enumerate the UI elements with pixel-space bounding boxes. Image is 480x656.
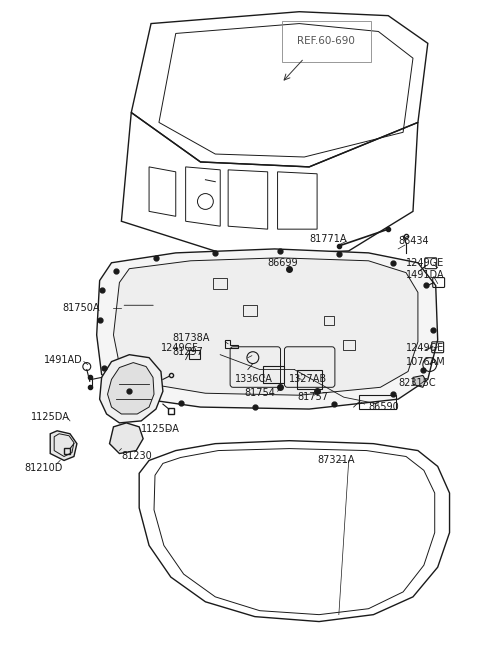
- Text: 81210D: 81210D: [24, 463, 63, 474]
- Text: 1125DA: 1125DA: [30, 412, 69, 422]
- Text: 81750A: 81750A: [62, 303, 99, 313]
- Bar: [343, 340, 355, 350]
- Polygon shape: [108, 363, 154, 414]
- Text: 1491AD: 1491AD: [44, 355, 83, 365]
- Text: 82315C: 82315C: [398, 379, 436, 388]
- Text: 81771A: 81771A: [309, 234, 347, 244]
- Text: 1491DA: 1491DA: [406, 270, 444, 279]
- Text: 86434: 86434: [398, 236, 429, 246]
- Bar: [213, 277, 227, 289]
- Bar: [189, 350, 201, 359]
- Text: 81297: 81297: [173, 347, 204, 357]
- Polygon shape: [100, 355, 163, 423]
- Text: 1125DA: 1125DA: [141, 424, 180, 434]
- Text: 86699: 86699: [268, 258, 298, 268]
- Bar: [324, 316, 334, 325]
- Polygon shape: [50, 431, 77, 461]
- Text: 87321A: 87321A: [317, 455, 355, 466]
- Text: 1249GF: 1249GF: [161, 343, 199, 353]
- Text: 81230: 81230: [121, 451, 152, 461]
- Text: 1249GE: 1249GE: [406, 258, 444, 268]
- Polygon shape: [109, 423, 143, 453]
- Text: 81757: 81757: [297, 392, 328, 402]
- Text: 1076AM: 1076AM: [406, 357, 446, 367]
- Polygon shape: [96, 249, 438, 409]
- Text: 81738A: 81738A: [173, 333, 210, 343]
- Text: 1327AB: 1327AB: [289, 375, 327, 384]
- Bar: [263, 365, 285, 383]
- Text: 1336CA: 1336CA: [235, 375, 273, 384]
- Text: 81754: 81754: [244, 388, 275, 398]
- Bar: [297, 369, 322, 389]
- Bar: [243, 305, 257, 316]
- Bar: [359, 395, 396, 409]
- Polygon shape: [113, 258, 418, 395]
- Text: 1249GE: 1249GE: [406, 343, 444, 353]
- Text: 86590: 86590: [369, 402, 399, 412]
- Polygon shape: [413, 375, 426, 387]
- Text: REF.60-690: REF.60-690: [297, 36, 355, 47]
